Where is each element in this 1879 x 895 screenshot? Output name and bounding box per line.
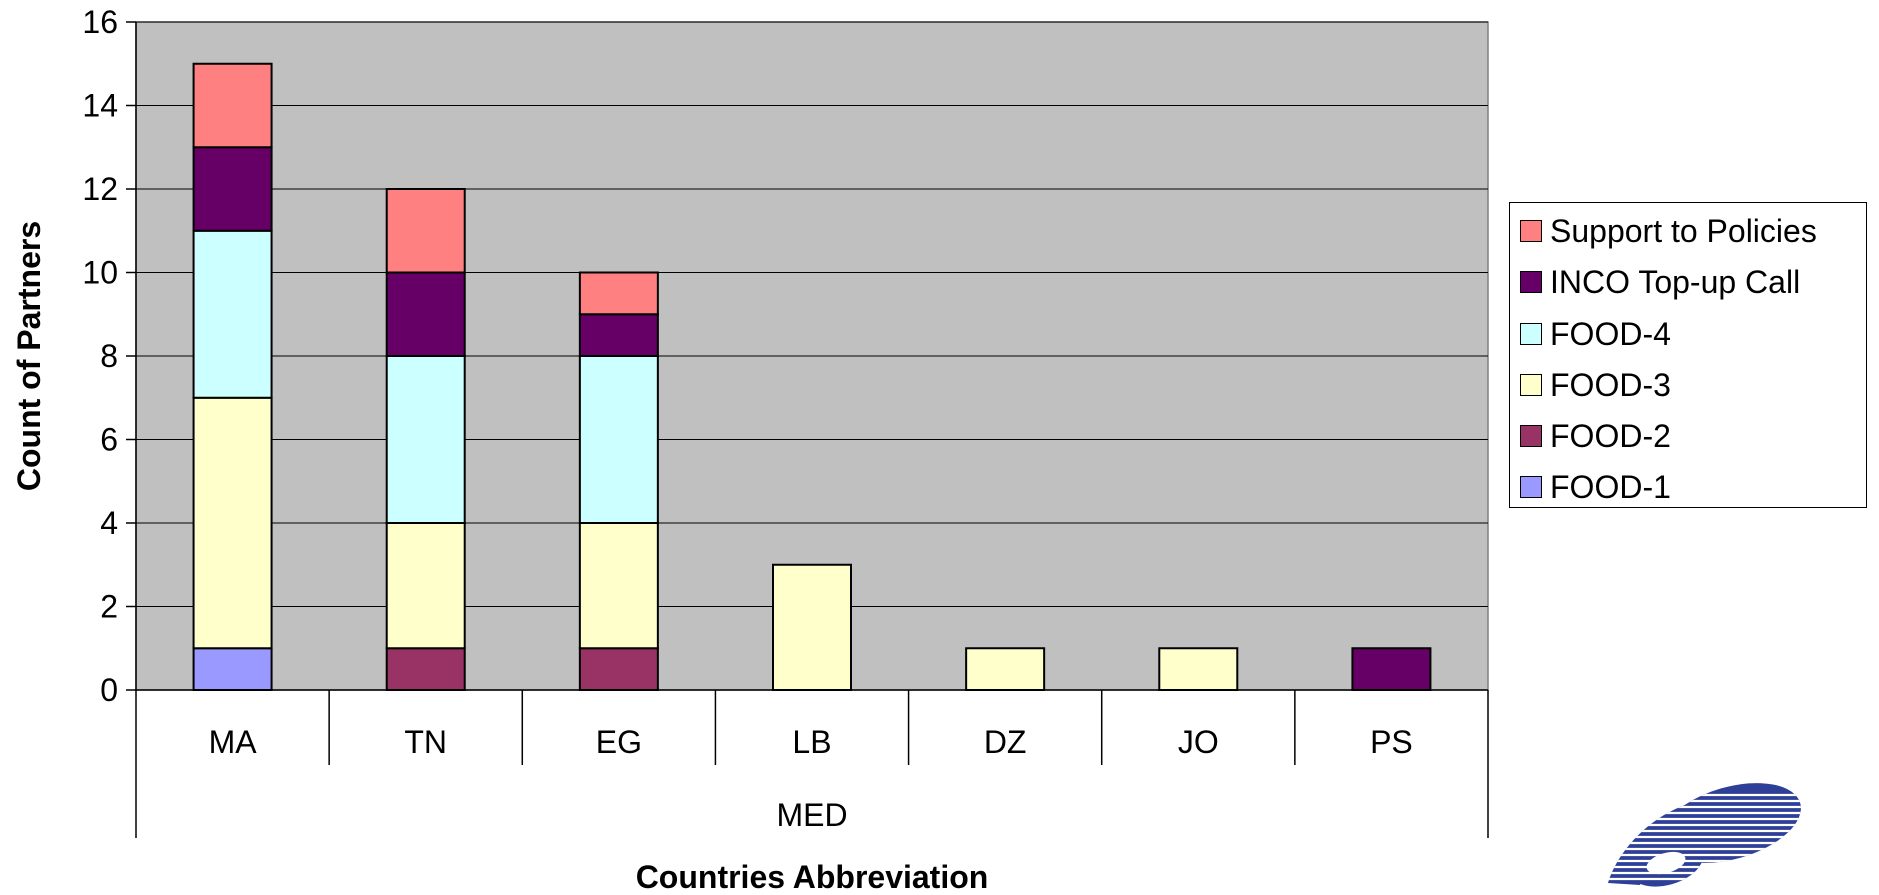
y-tick-label: 4 <box>100 505 118 541</box>
legend-swatch <box>1520 476 1542 498</box>
bar-segment-eg-support-to-policies <box>578 271 659 316</box>
y-tick-label: 6 <box>100 422 118 458</box>
legend-item-support-to-policies: Support to Policies <box>1520 213 1817 249</box>
bars <box>192 62 1432 691</box>
legend: Support to Policies INCO Top-up Call FOO… <box>1509 202 1867 508</box>
legend-item-food-1: FOOD-1 <box>1520 469 1671 505</box>
bar-segment-dz-food-3 <box>965 647 1046 691</box>
legend-label: FOOD-1 <box>1550 468 1671 505</box>
bar-segment-tn-food-2 <box>385 647 466 691</box>
y-axis-title: Count of Partners <box>11 221 47 491</box>
legend-label: FOOD-2 <box>1550 417 1671 454</box>
bar-segment-lb-food-3 <box>772 563 852 691</box>
y-tick-label: 10 <box>82 255 118 291</box>
bar-segment-eg-food-3 <box>578 522 659 650</box>
x-axis-title: Countries Abbreviation <box>636 859 989 895</box>
bar-segment-tn-food-4 <box>385 355 466 524</box>
x-category-labels: MA TN EG LB DZ JO PS <box>209 724 1413 760</box>
legend-item-food-2: FOOD-2 <box>1520 418 1671 454</box>
bar-segment-ma-food-3 <box>192 396 273 650</box>
x-category-label: LB <box>792 724 831 760</box>
legend-label: Support to Policies <box>1550 212 1817 249</box>
legend-label: INCO Top-up Call <box>1550 263 1801 300</box>
x-category-label: PS <box>1370 724 1413 760</box>
y-tick-label: 16 <box>82 4 118 40</box>
bar-segment-tn-support-to-policies <box>385 188 466 274</box>
x-category-label: DZ <box>984 724 1027 760</box>
legend-swatch <box>1520 374 1542 396</box>
x-category-label: MA <box>209 724 258 760</box>
bar-segment-tn-food-3 <box>385 522 466 650</box>
legend-swatch <box>1520 271 1542 293</box>
legend-item-food-4: FOOD-4 <box>1520 316 1671 352</box>
y-tick-label: 12 <box>82 171 118 207</box>
x-category-label: JO <box>1178 724 1219 760</box>
bar-segment-eg-inco-top-up-call <box>578 313 659 357</box>
gridlines <box>136 21 1488 607</box>
y-tick-label: 14 <box>82 88 118 124</box>
bar-segment-eg-food-2 <box>578 647 659 691</box>
legend-label: FOOD-3 <box>1550 366 1671 403</box>
legend-swatch <box>1520 220 1542 242</box>
legend-item-inco-top-up-call: INCO Top-up Call <box>1520 264 1800 300</box>
bar-segment-ps-inco-top-up-call <box>1351 647 1432 691</box>
group-label: MED <box>776 797 847 833</box>
axes <box>126 21 1489 838</box>
legend-swatch <box>1520 425 1542 447</box>
bar-segment-ma-support-to-policies <box>192 62 273 149</box>
y-tick-label: 2 <box>100 589 118 625</box>
fp6-logo-icon <box>1608 775 1806 890</box>
bar-segment-tn-inco-top-up-call <box>385 271 466 357</box>
bar-segment-ma-food-4 <box>192 229 273 399</box>
y-tick-label: 8 <box>100 338 118 374</box>
y-tick-label: 0 <box>100 672 118 708</box>
legend-label: FOOD-4 <box>1550 315 1671 352</box>
legend-item-food-3: FOOD-3 <box>1520 367 1671 403</box>
bar-segment-jo-food-3 <box>1158 647 1239 691</box>
x-category-label: EG <box>596 724 642 760</box>
bar-segment-ma-inco-top-up-call <box>192 146 273 232</box>
bar-segment-eg-food-4 <box>578 355 659 524</box>
y-tick-labels: 0 2 4 6 8 10 12 14 16 <box>82 4 118 708</box>
bar-segment-ma-food-1 <box>192 647 273 691</box>
x-category-label: TN <box>404 724 447 760</box>
legend-swatch <box>1520 323 1542 345</box>
